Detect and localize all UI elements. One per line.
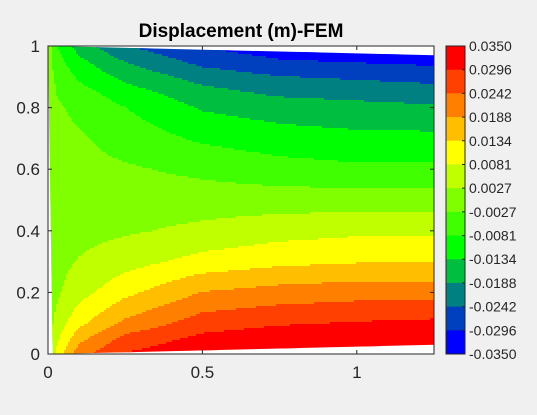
colorbar-tick-label: 0.0134 (469, 133, 512, 149)
colorbar-tick-label: -0.0296 (469, 322, 517, 338)
x-tick-label: 0 (43, 363, 52, 382)
colorbar-tick-label: 0.0350 (469, 38, 512, 54)
colorbar-tick-label: 0.0081 (469, 156, 512, 172)
contour-axes: 0 0.5 1 0 0.2 0.4 0.6 0.8 1 (16, 37, 435, 382)
colorbar-band (446, 140, 465, 165)
colorbar-band (446, 69, 465, 94)
axes-box (47, 45, 435, 355)
colorbar-tick-label: -0.0350 (469, 346, 517, 362)
colorbar-band (446, 259, 465, 284)
colorbar-tick-label: -0.0188 (469, 275, 517, 291)
chart-title: Displacement (m)-FEM (139, 21, 344, 42)
y-tick-label: 0.2 (16, 283, 40, 302)
colorbar-tick-label: -0.0027 (469, 204, 517, 220)
colorbar-tick-label: -0.0242 (469, 299, 517, 315)
colorbar-band (446, 330, 465, 355)
y-axis: 0 0.2 0.4 0.6 0.8 1 (16, 37, 434, 364)
y-tick-label: 0.4 (16, 222, 40, 241)
colorbar-tick-label: 0.0188 (469, 109, 512, 125)
colorbar-tick-label: 0.0296 (469, 62, 512, 78)
x-tick-label: 1 (352, 363, 361, 382)
colorbar-band (446, 306, 465, 331)
colorbar-band (446, 46, 465, 71)
colorbar-box (445, 45, 466, 355)
y-tick-label: 1 (31, 37, 40, 56)
colorbar-band (446, 164, 465, 189)
colorbar-band (446, 117, 465, 142)
colorbar-tick-label: -0.0134 (469, 251, 517, 267)
y-tick-label: 0.8 (16, 99, 40, 118)
colorbar-tick-label: -0.0081 (469, 228, 517, 244)
colorbar-tick-label: 0.0242 (469, 85, 512, 101)
y-tick-label: 0.6 (16, 160, 40, 179)
colorbar-band (446, 235, 465, 260)
colorbar: 0.0350 0.0296 0.0242 0.0188 0.0134 0.0081 0.00… (445, 38, 517, 362)
colorbar-band (446, 282, 465, 308)
y-tick-label: 0 (31, 345, 40, 364)
contour-field (48, 46, 434, 354)
x-tick-label: 0.5 (191, 363, 215, 382)
colorbar-band (446, 93, 465, 118)
colorbar-band (446, 211, 465, 236)
colorbar-tick-label: 0.0027 (469, 180, 512, 196)
colorbar-band (446, 188, 465, 213)
